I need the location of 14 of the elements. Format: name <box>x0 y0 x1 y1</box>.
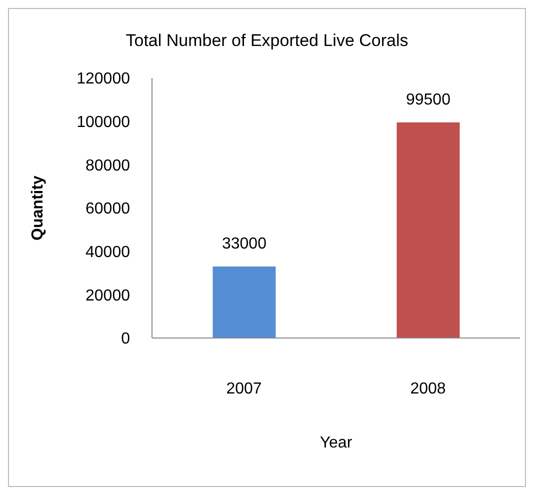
y-tick-label: 40000 <box>86 244 130 262</box>
data-label: 99500 <box>406 91 451 108</box>
y-tick-label: 120000 <box>76 70 130 88</box>
chart-title: Total Number of Exported Live Corals <box>124 31 410 51</box>
y-axis-title: Quantity <box>30 175 47 240</box>
y-tick-label: 60000 <box>86 200 130 218</box>
x-tick-label: 2008 <box>410 380 446 398</box>
data-label: 33000 <box>222 236 267 252</box>
y-tick-label: 100000 <box>76 114 130 132</box>
y-tick-label: 0 <box>121 330 130 348</box>
y-tick-label: 80000 <box>86 157 130 174</box>
x-tick-label: 2007 <box>226 380 262 398</box>
y-tick-label: 20000 <box>86 287 130 304</box>
x-axis-title: Year <box>320 434 353 452</box>
